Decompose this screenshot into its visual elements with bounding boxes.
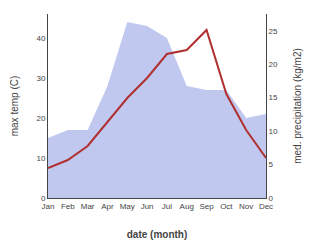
svg-text:25: 25 <box>269 27 278 36</box>
svg-text:20: 20 <box>36 114 45 123</box>
svg-text:med. precipitation (kg/m2): med. precipitation (kg/m2) <box>292 48 303 164</box>
svg-text:Sep: Sep <box>199 202 214 211</box>
svg-text:20: 20 <box>269 60 278 69</box>
svg-text:15: 15 <box>269 93 278 102</box>
svg-text:10: 10 <box>269 127 278 136</box>
svg-text:Jun: Jun <box>141 202 154 211</box>
svg-text:Aug: Aug <box>180 202 194 211</box>
svg-text:40: 40 <box>36 34 45 43</box>
svg-text:Jan: Jan <box>42 202 55 211</box>
svg-text:Mar: Mar <box>81 202 95 211</box>
svg-text:max temp (C): max temp (C) <box>9 76 20 137</box>
svg-text:0: 0 <box>269 194 274 203</box>
svg-text:30: 30 <box>36 74 45 83</box>
svg-text:Jul: Jul <box>162 202 172 211</box>
svg-text:Feb: Feb <box>61 202 75 211</box>
svg-text:Dec: Dec <box>259 202 273 211</box>
svg-text:Apr: Apr <box>101 202 114 211</box>
svg-text:Nov: Nov <box>239 202 253 211</box>
svg-text:5: 5 <box>269 160 274 169</box>
svg-text:May: May <box>120 202 135 211</box>
svg-text:date (month): date (month) <box>127 229 188 240</box>
svg-text:0: 0 <box>41 194 46 203</box>
svg-text:10: 10 <box>36 154 45 163</box>
svg-text:Oct: Oct <box>220 202 233 211</box>
